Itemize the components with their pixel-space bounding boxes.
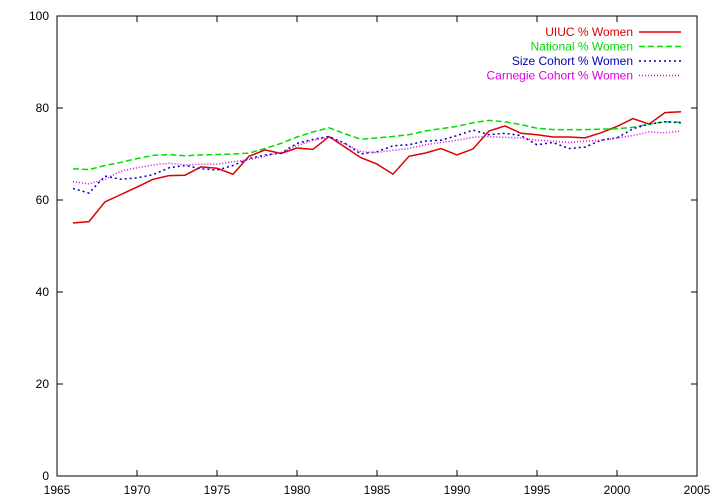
legend-label: Size Cohort % Women	[512, 54, 633, 68]
series-line-1	[72, 110, 682, 224]
y-tick-label: 40	[36, 285, 50, 299]
x-tick-label: 2005	[684, 483, 711, 497]
series-line-3	[72, 121, 682, 194]
x-tick-label: 1985	[364, 483, 391, 497]
y-tick-label: 80	[36, 101, 50, 115]
y-tick-label: 60	[36, 193, 50, 207]
legend-label: UIUC % Women	[545, 25, 633, 39]
y-tick-label: 100	[29, 9, 49, 23]
legend-label: Carnegie Cohort % Women	[486, 69, 633, 83]
series-line-2	[72, 119, 682, 171]
series-lines	[72, 110, 682, 224]
y-tick-label: 20	[36, 377, 50, 391]
axis-ticks: 1965 1970 1975 1980 1985 1990 1995 2000 2005 0 20 4…	[29, 9, 711, 497]
y-tick-label: 0	[42, 469, 49, 483]
x-tick-label: 1990	[444, 483, 471, 497]
x-tick-label: 1995	[524, 483, 551, 497]
legend-label: National % Women	[531, 40, 634, 54]
x-tick-label: 2000	[604, 483, 631, 497]
x-tick-label: 1965	[44, 483, 71, 497]
x-tick-label: 1980	[284, 483, 311, 497]
x-tick-label: 1975	[204, 483, 231, 497]
plot-frame	[56, 15, 698, 477]
x-tick-label: 1970	[124, 483, 151, 497]
